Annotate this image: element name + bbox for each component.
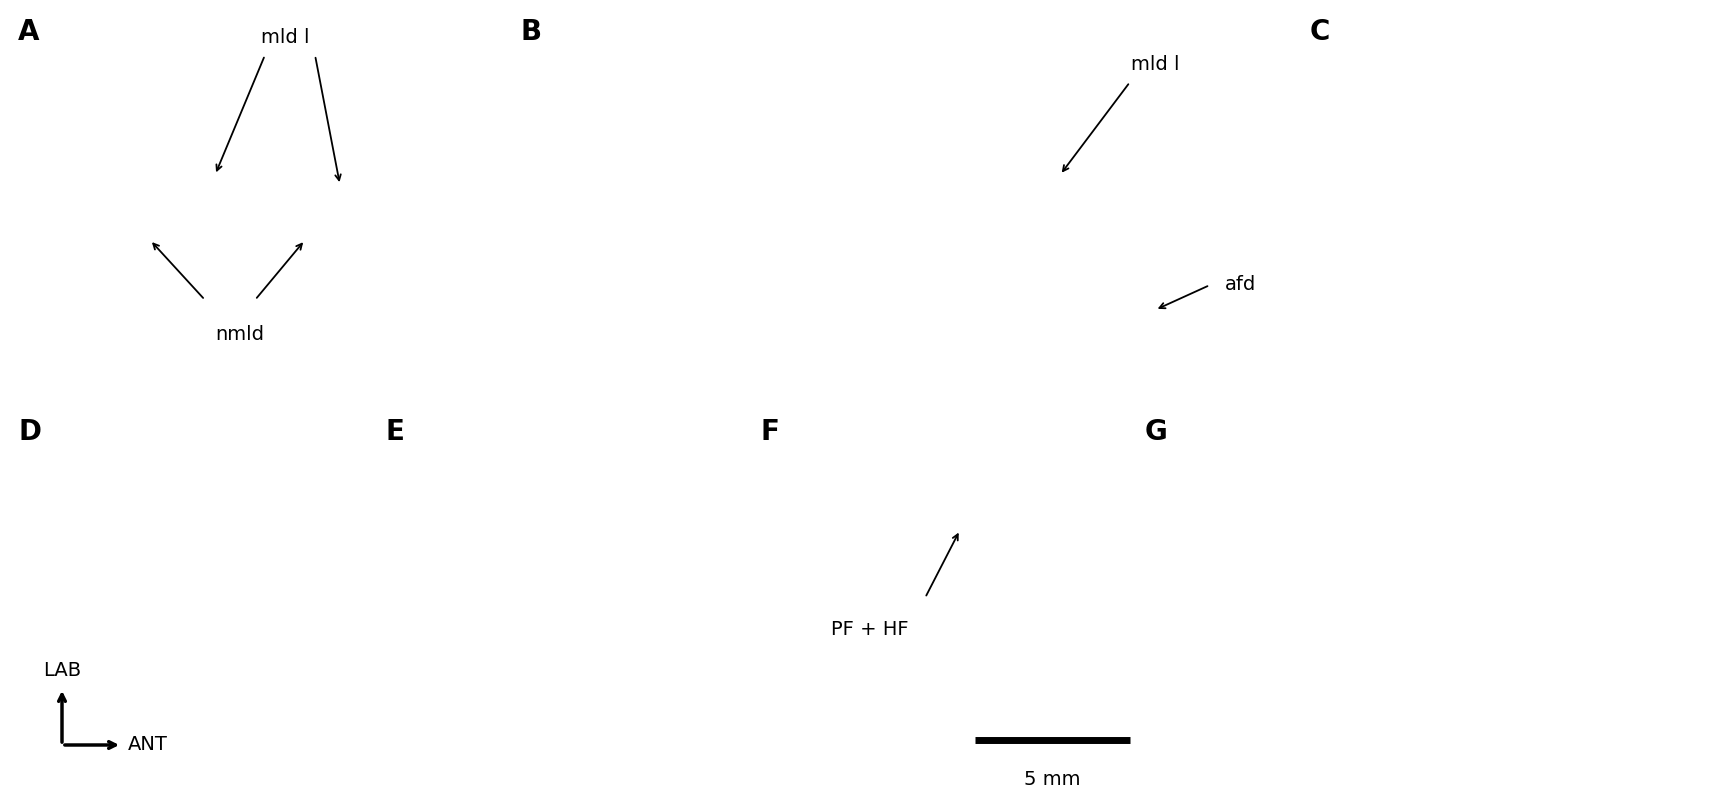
Text: nmld: nmld: [216, 325, 264, 344]
Text: PF + HF: PF + HF: [832, 620, 910, 639]
Text: C: C: [1310, 18, 1331, 46]
Text: 5 mm: 5 mm: [1024, 770, 1080, 789]
Text: A: A: [17, 18, 40, 46]
Text: LAB: LAB: [43, 661, 81, 680]
Text: ANT: ANT: [128, 736, 167, 754]
Text: mld l: mld l: [1131, 55, 1179, 74]
Text: D: D: [17, 418, 41, 446]
Text: mld l: mld l: [261, 28, 309, 47]
Text: B: B: [520, 18, 542, 46]
Text: afd: afd: [1225, 276, 1257, 294]
Text: E: E: [385, 418, 404, 446]
Text: F: F: [759, 418, 778, 446]
Text: G: G: [1144, 418, 1169, 446]
